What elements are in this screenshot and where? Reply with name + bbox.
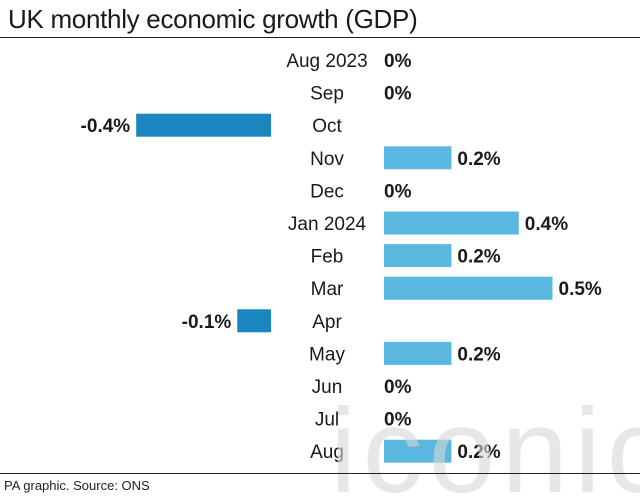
bar <box>384 146 452 170</box>
footer-rule <box>0 473 640 474</box>
category-label: Jun <box>312 377 343 398</box>
bar <box>237 309 271 333</box>
category-label: May <box>309 344 345 365</box>
category-label: Nov <box>310 149 344 170</box>
category-label: Sep <box>310 84 344 105</box>
title-rule <box>0 37 640 38</box>
category-label: Jan 2024 <box>288 214 367 235</box>
bar <box>136 113 271 137</box>
data-label: -0.4% <box>81 116 131 137</box>
category-label: Mar <box>311 279 344 300</box>
category-label: Feb <box>311 247 344 268</box>
data-label: -0.1% <box>182 312 232 333</box>
data-label: 0% <box>384 51 412 72</box>
bar <box>384 276 553 300</box>
data-label: 0.2% <box>457 442 500 463</box>
category-label: Aug <box>310 442 344 463</box>
source-note: PA graphic. Source: ONS <box>4 478 150 493</box>
data-label: 0.2% <box>457 247 500 268</box>
data-label: 0% <box>384 84 412 105</box>
category-label: Jul <box>315 410 339 431</box>
bar <box>384 341 452 365</box>
category-label: Aug 2023 <box>286 51 367 72</box>
bar <box>384 439 452 463</box>
chart-title: UK monthly economic growth (GDP) <box>8 4 418 34</box>
bar <box>384 244 452 268</box>
data-label: 0.4% <box>525 214 568 235</box>
data-label: 0% <box>384 377 412 398</box>
data-label: 0% <box>384 410 412 431</box>
data-label: 0.2% <box>457 344 500 365</box>
category-label: Dec <box>310 181 344 202</box>
category-label: Apr <box>312 312 342 333</box>
data-label: 0.5% <box>559 279 602 300</box>
bar <box>384 211 519 235</box>
data-label: 0% <box>384 181 412 202</box>
data-label: 0.2% <box>457 149 500 170</box>
category-label: Oct <box>312 116 342 137</box>
